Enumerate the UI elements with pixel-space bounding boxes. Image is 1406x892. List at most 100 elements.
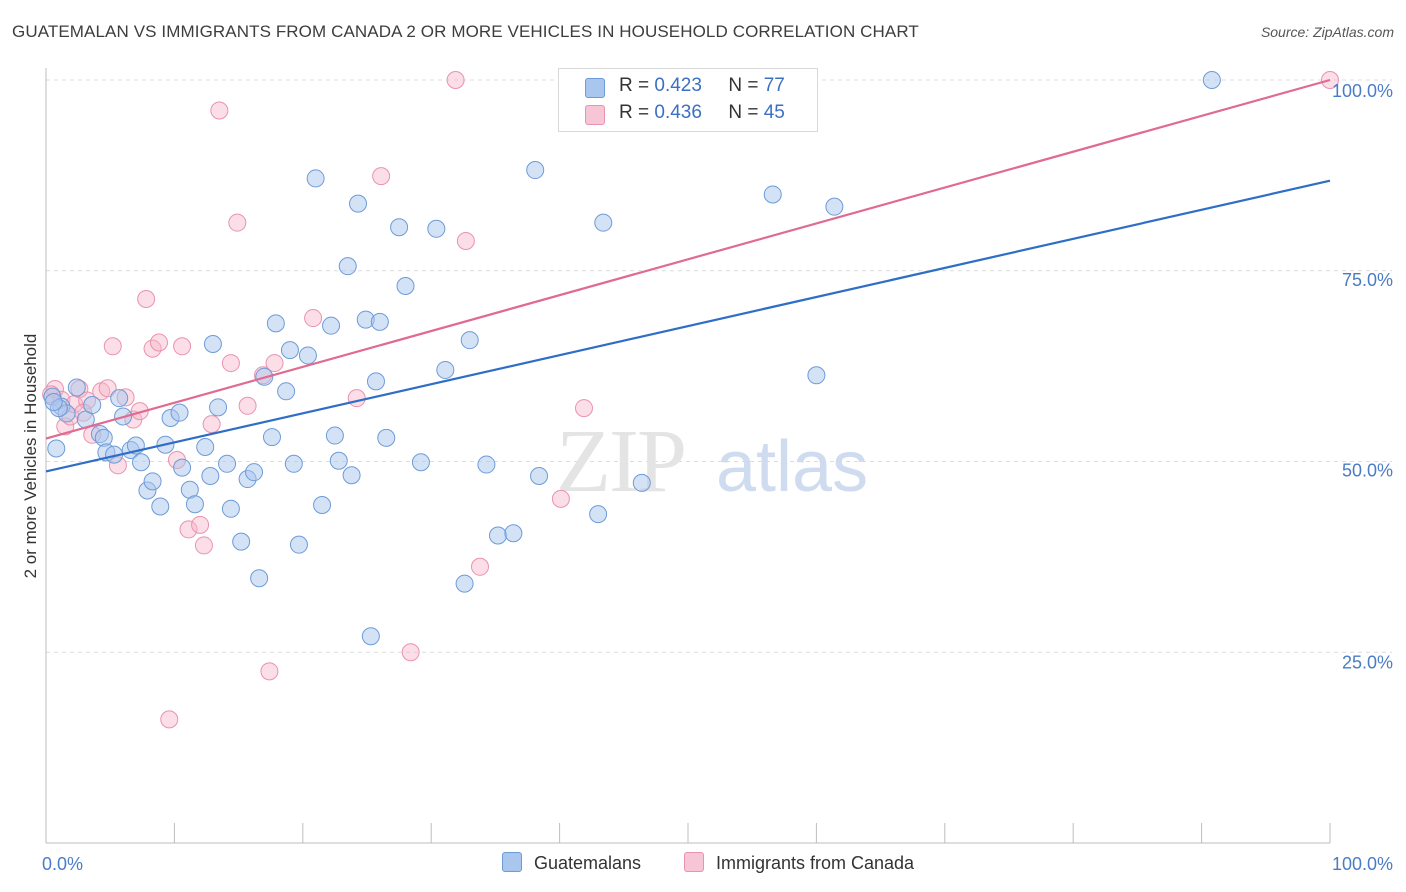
data-point bbox=[436, 360, 455, 379]
data-point bbox=[504, 524, 523, 543]
data-point bbox=[173, 458, 192, 477]
legend-item-guatemalans[interactable]: Guatemalans bbox=[502, 852, 641, 874]
legend-swatch-pink bbox=[684, 852, 704, 872]
data-point bbox=[284, 454, 303, 473]
y-tick-label: 100.0% bbox=[1332, 81, 1393, 101]
data-point bbox=[456, 231, 475, 250]
data-point bbox=[103, 337, 122, 356]
data-point bbox=[594, 213, 613, 232]
trendline-guatemalans bbox=[45, 179, 1331, 473]
data-point bbox=[170, 403, 189, 422]
data-point bbox=[551, 489, 570, 508]
data-point bbox=[210, 101, 229, 120]
legend-r-label: R = bbox=[619, 102, 650, 123]
legend-r-value: 0.436 bbox=[654, 102, 702, 123]
data-point bbox=[262, 428, 281, 447]
stats-legend: R = 0.423 N = 77 R = 0.436 N = 45 bbox=[558, 68, 818, 132]
data-point bbox=[589, 505, 608, 524]
axes bbox=[45, 68, 1331, 844]
data-point bbox=[372, 167, 391, 186]
data-point bbox=[361, 627, 380, 646]
data-point bbox=[209, 398, 228, 417]
data-point bbox=[304, 309, 323, 328]
data-point bbox=[347, 389, 366, 408]
trendlines bbox=[45, 78, 1331, 473]
data-point bbox=[289, 535, 308, 554]
data-point bbox=[390, 218, 409, 237]
data-point bbox=[185, 495, 204, 514]
legend-n-value: 77 bbox=[763, 75, 785, 96]
data-point bbox=[179, 520, 198, 539]
x-tick-label: 100.0% bbox=[1332, 854, 1393, 874]
data-point bbox=[325, 426, 344, 445]
data-point bbox=[266, 314, 285, 333]
data-point bbox=[280, 341, 299, 360]
data-point bbox=[377, 428, 396, 447]
watermark-atlas: atlas bbox=[716, 427, 868, 507]
data-point bbox=[202, 415, 221, 434]
data-point bbox=[338, 257, 357, 276]
trendline-immigrants-from-canada bbox=[45, 78, 1331, 440]
data-point bbox=[149, 333, 168, 352]
series-immigrants-from-canada bbox=[42, 71, 1339, 729]
data-point bbox=[265, 354, 284, 373]
data-point bbox=[67, 378, 86, 397]
data-point bbox=[446, 71, 465, 89]
y-tick-label: 50.0% bbox=[1342, 461, 1393, 481]
data-point bbox=[488, 526, 507, 545]
data-point bbox=[238, 396, 257, 415]
data-point bbox=[250, 569, 269, 588]
data-point bbox=[342, 466, 361, 485]
y-tick-label: 75.0% bbox=[1342, 270, 1393, 290]
y-tick-label: 25.0% bbox=[1342, 652, 1393, 672]
data-point bbox=[203, 334, 222, 353]
data-point bbox=[427, 219, 446, 238]
data-point bbox=[98, 379, 117, 398]
data-point bbox=[151, 497, 170, 516]
data-point bbox=[137, 289, 156, 308]
legend-n-value: 45 bbox=[763, 102, 785, 123]
data-point bbox=[196, 438, 215, 457]
legend-label: Immigrants from Canada bbox=[716, 853, 915, 873]
data-point bbox=[632, 473, 651, 492]
data-point bbox=[401, 643, 420, 662]
data-point bbox=[366, 372, 385, 391]
legend-item-immigrants-from-canada[interactable]: Immigrants from Canada bbox=[684, 852, 914, 874]
data-point bbox=[132, 453, 151, 472]
chart-title: GUATEMALAN VS IMMIGRANTS FROM CANADA 2 O… bbox=[12, 22, 919, 41]
data-point bbox=[477, 455, 496, 474]
data-point bbox=[277, 382, 296, 401]
data-point bbox=[313, 495, 332, 514]
data-point bbox=[160, 710, 179, 729]
data-point bbox=[298, 346, 317, 365]
data-point bbox=[143, 472, 162, 491]
legend-r-label: R = bbox=[619, 75, 650, 96]
data-point bbox=[232, 532, 251, 551]
gridlines bbox=[46, 79, 1392, 653]
data-point bbox=[221, 499, 240, 518]
watermark: ZIP atlas bbox=[556, 412, 868, 511]
data-point bbox=[260, 662, 279, 681]
data-point bbox=[44, 392, 63, 411]
legend-label: Guatemalans bbox=[534, 853, 642, 873]
series-guatemalans bbox=[43, 71, 1221, 646]
data-point bbox=[530, 466, 549, 485]
data-point bbox=[1202, 71, 1221, 89]
data-point bbox=[173, 337, 192, 356]
data-point bbox=[201, 466, 220, 485]
x-tick-label: 0.0% bbox=[42, 854, 83, 874]
data-point bbox=[218, 454, 237, 473]
data-point bbox=[191, 515, 210, 534]
x-tick-labels: 0.0% 100.0% bbox=[42, 854, 1393, 874]
legend-n-label: N = bbox=[728, 102, 759, 123]
data-point bbox=[221, 354, 240, 373]
data-point bbox=[526, 161, 545, 180]
data-point bbox=[349, 194, 368, 213]
data-point bbox=[574, 399, 593, 418]
data-point bbox=[83, 396, 102, 415]
data-point bbox=[322, 316, 341, 335]
data-point bbox=[470, 557, 489, 576]
data-point bbox=[110, 389, 129, 408]
data-point bbox=[455, 574, 474, 593]
